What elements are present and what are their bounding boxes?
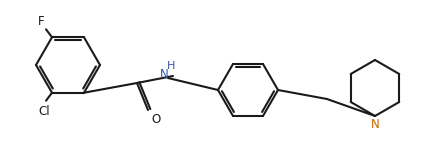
Text: N: N (160, 69, 168, 81)
Text: O: O (151, 113, 160, 126)
Text: H: H (167, 61, 175, 71)
Text: N: N (371, 118, 380, 131)
Text: F: F (38, 15, 45, 28)
Text: Cl: Cl (38, 105, 50, 118)
